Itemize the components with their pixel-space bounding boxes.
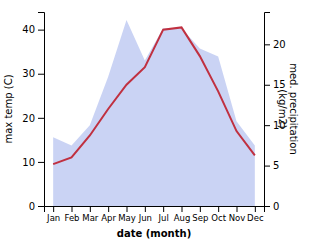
chart: Jan FebMarAprMayJun Jul AugSepOctNovDec 0 10 2… [0, 0, 318, 242]
tick-label: Jul [158, 213, 169, 223]
y-axis: 0 10 20 30 40 [22, 13, 44, 212]
tick: 0 [29, 201, 44, 212]
tick-label: 20 [22, 113, 35, 124]
tick-mark [182, 206, 183, 212]
y-axis-title: max temp (C) [3, 74, 14, 143]
tick-label: May [118, 213, 136, 223]
tick: 5 [264, 160, 279, 171]
tick-label: 30 [22, 68, 35, 79]
axis-line [38, 13, 45, 207]
tick-label: Oct [211, 213, 226, 223]
tick: Nov [229, 206, 246, 223]
tick-mark [108, 206, 109, 212]
tick-mark [264, 85, 270, 86]
tick-mark [255, 206, 256, 212]
tick-mark [127, 206, 128, 212]
tick-label: 20 [273, 39, 286, 50]
tick-mark [53, 206, 54, 212]
tick: Mar [82, 206, 99, 223]
tick: 20 [264, 39, 286, 50]
tick-mark [218, 206, 219, 212]
tick-mark [264, 125, 270, 126]
tick-mark [264, 44, 270, 45]
tick: Aug [174, 206, 191, 223]
x-axis: Jan FebMarAprMayJun Jul AugSepOctNovDec [45, 206, 265, 223]
tick-mark [237, 206, 238, 212]
tick-mark [200, 206, 201, 212]
tick: 40 [22, 24, 44, 35]
tick-label: Jan [46, 213, 60, 223]
tick: Oct [211, 206, 226, 223]
tick-mark [163, 206, 164, 212]
tick: 20 [22, 113, 44, 124]
tick-label: Feb [64, 213, 79, 223]
area [53, 20, 255, 206]
tick-label: 10 [22, 157, 35, 168]
x-axis-title: date (month) [117, 228, 191, 239]
line [53, 27, 255, 164]
tick-label: 5 [273, 160, 279, 171]
axis-line [265, 13, 271, 207]
tick-mark [264, 206, 270, 207]
tick-label: 40 [22, 24, 35, 35]
tick-mark [72, 206, 73, 212]
tick-label: Dec [247, 213, 264, 223]
tick-label: Mar [82, 213, 99, 223]
tick: Sep [192, 206, 208, 223]
tick: May [118, 206, 136, 223]
tick-mark [38, 74, 44, 75]
tick-label: Sep [192, 213, 208, 223]
tick-label: Nov [229, 213, 246, 223]
axis-line [45, 207, 265, 213]
tick-label: Apr [101, 213, 116, 223]
tick: Apr [101, 206, 116, 223]
tick-mark [38, 118, 44, 119]
tick-mark [38, 30, 44, 31]
tick: 0 [264, 201, 279, 212]
tick-mark [38, 162, 44, 163]
plot-area: Jan FebMarAprMayJun Jul AugSepOctNovDec 0 10 2… [22, 13, 285, 224]
y2-axis-title: med. precipitation(kg/m2) [277, 63, 300, 155]
tick-mark [38, 206, 44, 207]
tick-mark [145, 206, 146, 212]
marks [53, 20, 255, 206]
tick-label: Aug [174, 213, 191, 223]
tick: Feb [64, 206, 79, 223]
tick: 10 [22, 157, 44, 168]
tick: Jul [158, 206, 169, 223]
tick: Jun [138, 206, 152, 223]
tick: Jan [46, 206, 60, 223]
tick: Dec [247, 206, 264, 223]
tick-mark [90, 206, 91, 212]
tick-label: 0 [29, 201, 35, 212]
tick: 30 [22, 68, 44, 79]
tick-mark [264, 166, 270, 167]
tick-label: 0 [273, 201, 279, 212]
tick-label: Jun [138, 213, 152, 223]
